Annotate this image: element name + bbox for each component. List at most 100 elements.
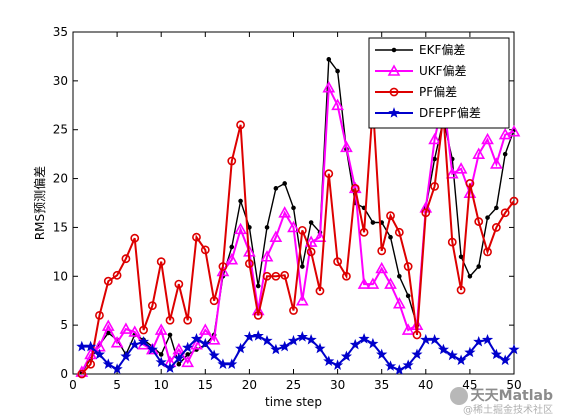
data-point [128,325,142,337]
x-tick-label: 35 [374,378,389,392]
data-point [333,257,342,267]
legend-marker [387,64,401,76]
data-point [296,331,308,342]
data-point [139,325,148,335]
data-point [86,359,96,369]
x-tick-label: 45 [462,378,477,392]
data-point [273,186,279,191]
data-point [509,196,519,206]
data-point [264,225,270,230]
legend-marker [389,87,399,97]
data-point [146,343,158,355]
legend-entry: PF偏差 [375,84,457,99]
data-point [357,277,371,289]
data-point [183,315,193,325]
data-point [411,348,423,360]
data-point [305,333,317,345]
data-point [291,205,296,211]
data-point [226,358,238,370]
data-point [456,285,466,295]
data-point [234,342,247,354]
data-point [200,245,210,255]
x-tick-label: 30 [330,378,345,392]
wechat-logo-icon [449,386,468,405]
y-tick-label: 25 [53,123,68,137]
data-point [137,335,150,347]
data-point [110,336,124,348]
data-point [174,279,184,289]
legend-label: EKF偏差 [419,42,465,57]
data-point [287,220,300,233]
data-point [367,337,379,349]
data-point [280,270,290,280]
y-tick-label: 30 [53,74,68,88]
data-point [119,322,133,334]
data-point [120,350,132,362]
data-point [370,220,376,225]
legend-entry: DFEPF偏差 [375,105,481,120]
data-point [190,332,202,344]
legend: EKF偏差 UKF偏差 PF偏差 DFEPF偏差 [368,37,510,129]
data-point [209,296,219,306]
data-point [405,293,411,299]
data-point [445,167,459,179]
data-point [358,332,370,344]
data-point [289,306,298,315]
data-point [386,211,395,221]
data-point [326,57,332,62]
data-point [502,151,508,157]
data-point [388,234,393,240]
data-point [234,222,247,235]
x-tick-label: 25 [286,378,301,392]
data-point [102,358,114,370]
data-point [490,157,503,169]
data-point [472,147,486,159]
data-point [446,349,458,361]
legend-entry: EKF偏差 [375,42,465,57]
data-point [261,334,273,346]
data-point [491,223,501,232]
data-point [262,271,272,281]
data-point [227,156,237,166]
y-tick-label: 35 [53,25,68,39]
data-point [467,273,473,279]
data-point [158,352,164,357]
data-point [494,205,499,211]
data-point [297,225,307,235]
data-point [331,98,344,111]
data-point [238,198,243,204]
data-point [402,359,414,371]
data-point [324,169,334,179]
x-tick-label: 20 [242,378,257,392]
data-point [244,259,254,268]
y-tick-label: 0 [60,367,68,381]
y-axis-label: RMS预测偏差 [32,166,47,240]
data-point [377,246,387,256]
data-point [111,363,123,374]
data-point [164,362,176,373]
data-point [437,343,450,355]
data-point [430,181,440,191]
data-point [271,271,281,281]
data-point [77,369,87,379]
data-point [314,342,326,354]
x-tick-label: 15 [198,378,213,392]
data-point [182,341,194,353]
data-point [481,132,494,145]
data-point [173,352,185,364]
data-point [260,250,274,262]
data-point [401,323,415,335]
data-point [483,247,492,257]
data-point [476,264,482,269]
legend-entry: UKF偏差 [375,63,467,78]
data-point [243,331,256,342]
data-point [176,361,182,367]
data-point [190,338,203,350]
data-point [208,349,220,361]
data-point [229,244,235,250]
legend-label: UKF偏差 [419,63,467,78]
data-point [335,68,340,74]
data-point [397,273,402,279]
data-point [500,208,510,218]
data-point [252,330,264,341]
